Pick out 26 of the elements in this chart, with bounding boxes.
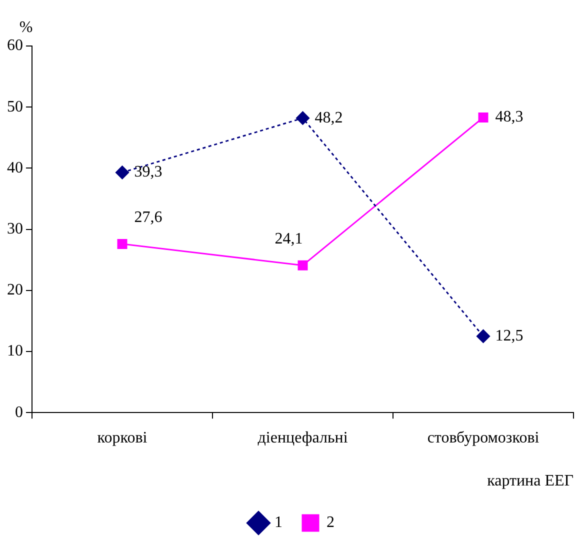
data-label: 27,6	[134, 209, 162, 226]
y-axis-title: %	[19, 19, 33, 36]
data-label: 39,3	[134, 164, 162, 181]
y-tick-label: 30	[7, 220, 23, 238]
point	[116, 166, 129, 180]
y-tick-label: 40	[7, 159, 23, 176]
x-axis-title: картина ЕЕГ	[487, 472, 574, 490]
y-tick-label: 60	[7, 37, 23, 54]
legend-label: 2	[326, 514, 334, 532]
point	[478, 112, 488, 122]
point	[476, 329, 490, 343]
x-tick-label: коркові	[97, 429, 148, 446]
y-tick-label: 50	[7, 98, 23, 116]
y-tick-label: 10	[7, 342, 23, 360]
data-label: 48,2	[314, 109, 343, 126]
y-tick-label: 20	[7, 282, 23, 299]
legend-label: 1	[274, 514, 282, 532]
x-tick-label: діенцефальні	[258, 429, 348, 446]
point	[117, 238, 128, 249]
point	[298, 260, 308, 270]
data-label: 12,5	[495, 327, 524, 344]
data-label: 24,1	[274, 230, 303, 248]
y-tick-label: 0	[15, 404, 23, 421]
x-tick-label: стовбуромозкові	[427, 429, 540, 446]
data-label: 48,3	[495, 108, 524, 126]
point	[296, 111, 310, 125]
